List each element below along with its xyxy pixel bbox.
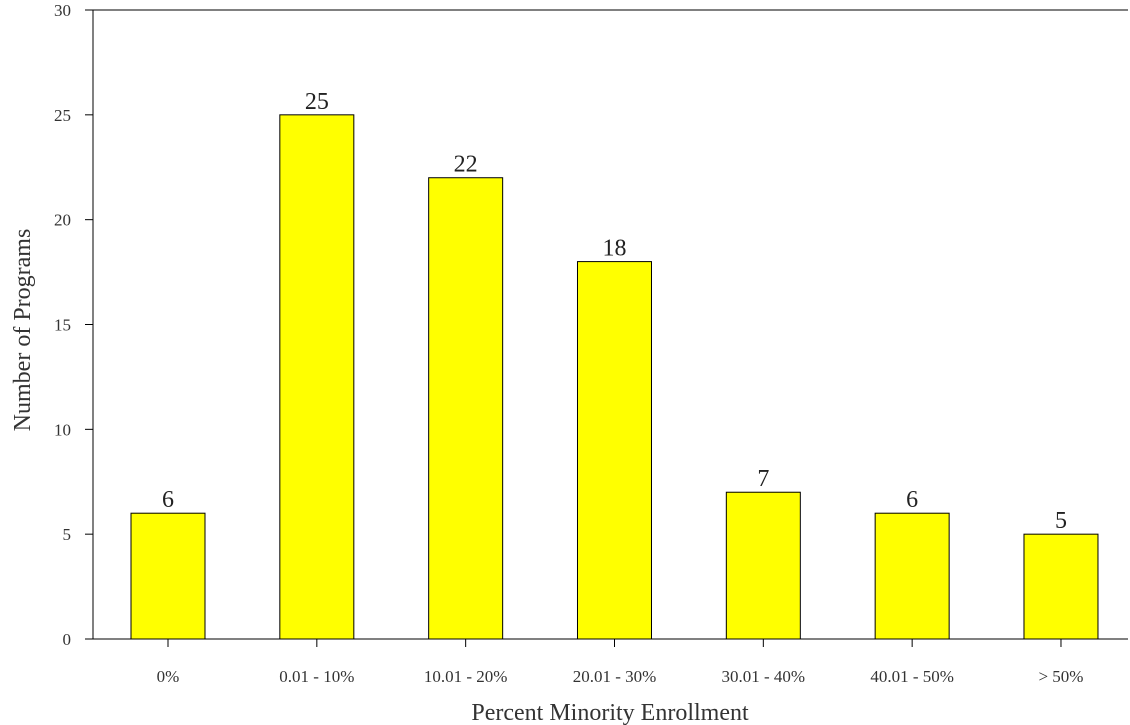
y-ticks-group: 0 5 10 15 20 25 30 <box>54 1 93 649</box>
y-axis-title: Number of Programs <box>10 229 36 432</box>
y-tick-label-6: 30 <box>54 1 71 20</box>
data-label-3: 18 <box>602 236 626 262</box>
x-tick-label-5: 40.01 - 50% <box>870 667 954 686</box>
bar-5 <box>874 512 950 640</box>
x-tick-label-1: 0.01 - 10% <box>279 667 354 686</box>
data-labels-group: 6 25 22 18 7 6 5 <box>162 89 1067 534</box>
data-label-1: 25 <box>305 89 329 115</box>
y-tick-label-4: 20 <box>54 211 71 230</box>
y-tick-label-2: 10 <box>54 420 71 439</box>
y-tick-label-0: 0 <box>63 630 72 649</box>
x-tick-label-2: 10.01 - 20% <box>424 667 508 686</box>
x-tick-label-0: 0% <box>157 667 180 686</box>
x-tick-label-4: 30.01 - 40% <box>722 667 806 686</box>
x-ticks-group: 0% 0.01 - 10% 10.01 - 20% 20.01 - 30% 30.01 … <box>157 639 1083 686</box>
y-tick-label-1: 5 <box>63 525 72 544</box>
bar-2 <box>428 177 504 640</box>
data-label-5: 6 <box>906 487 918 513</box>
x-axis-title: Percent Minority Enrollment <box>471 700 749 725</box>
y-tick-label-3: 15 <box>54 316 71 335</box>
data-label-6: 5 <box>1055 508 1067 534</box>
data-label-0: 6 <box>162 487 174 513</box>
bar-6 <box>1023 533 1099 640</box>
data-label-2: 22 <box>454 152 478 178</box>
x-tick-label-6: > 50% <box>1038 667 1083 686</box>
bar-4 <box>725 491 801 640</box>
x-tick-label-3: 20.01 - 30% <box>573 667 657 686</box>
bar-3 <box>576 261 652 640</box>
bars-group <box>130 114 1099 640</box>
data-label-4: 7 <box>757 466 769 492</box>
bar-1 <box>279 114 355 640</box>
bar-0 <box>130 512 206 640</box>
y-tick-label-5: 25 <box>54 106 71 125</box>
